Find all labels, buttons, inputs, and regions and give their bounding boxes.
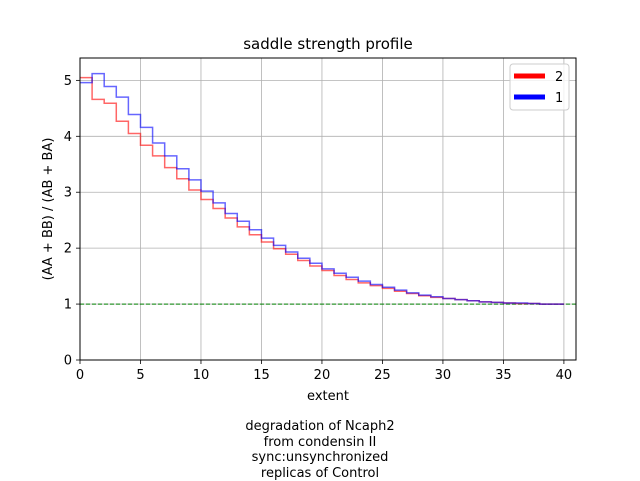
y-tick-label: 1 <box>64 298 72 313</box>
y-axis-label: (AA + BB) / (AB + BA) <box>41 138 56 281</box>
x-axis-label: extent <box>307 389 349 404</box>
x-tick-label: 20 <box>314 368 331 383</box>
legend-label-2: 2 <box>555 70 563 85</box>
x-tick-label: 10 <box>193 368 210 383</box>
caption-line: from condensin II <box>0 435 640 451</box>
caption: degradation of Ncaph2 from condensin II … <box>0 419 640 481</box>
x-tick-label: 30 <box>435 368 452 383</box>
x-tick-label: 5 <box>136 368 144 383</box>
x-tick-label: 25 <box>374 368 391 383</box>
y-tick-label: 4 <box>64 130 72 145</box>
x-tick-label: 40 <box>556 368 573 383</box>
y-tick-label: 2 <box>64 242 72 257</box>
y-tick-label: 3 <box>64 186 72 201</box>
x-axis: 0 5 10 15 20 25 30 35 40 <box>76 360 572 383</box>
caption-line: sync:unsynchronized <box>0 450 640 466</box>
caption-line: degradation of Ncaph2 <box>0 419 640 435</box>
legend: 21 <box>510 64 569 110</box>
caption-line: replicas of Control <box>0 466 640 481</box>
legend-label-1: 1 <box>555 91 563 106</box>
y-tick-label: 5 <box>64 74 72 89</box>
x-tick-label: 15 <box>253 368 270 383</box>
y-tick-label: 0 <box>64 354 72 369</box>
plot-background <box>80 58 576 360</box>
x-tick-label: 0 <box>76 368 84 383</box>
chart-title: saddle strength profile <box>243 35 413 53</box>
y-axis: 0 1 2 3 4 5 <box>64 74 80 369</box>
x-tick-label: 35 <box>495 368 512 383</box>
